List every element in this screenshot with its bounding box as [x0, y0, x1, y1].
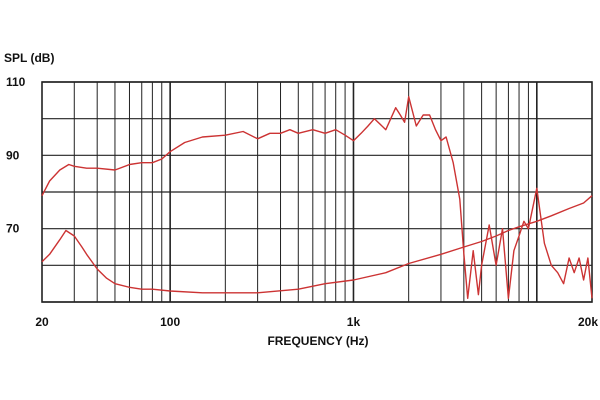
y-tick-label: 70: [6, 222, 20, 236]
series-line-1: [41, 95, 593, 299]
x-tick-label: 100: [160, 315, 180, 329]
y-axis-label: SPL (dB): [4, 51, 54, 65]
chart-labels: SPL (dB) FREQUENCY (Hz) 20 100 1k 20k 110 90 7…: [4, 51, 598, 348]
chart-grid: [41, 81, 593, 303]
y-tick-label: 90: [6, 148, 20, 162]
chart-series: [41, 95, 593, 299]
y-tick-label: 110: [6, 75, 26, 89]
x-tick-label: 20k: [578, 315, 598, 329]
x-tick-label: 20: [35, 315, 49, 329]
plot-frame: [41, 81, 593, 303]
x-tick-label: 1k: [347, 315, 361, 329]
x-axis-label: FREQUENCY (Hz): [267, 334, 368, 348]
series-line-2: [41, 195, 593, 294]
